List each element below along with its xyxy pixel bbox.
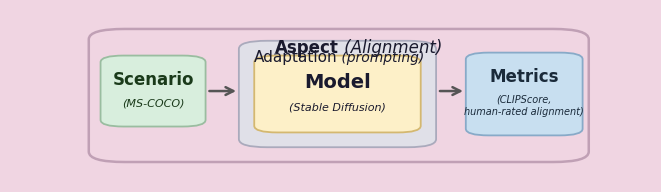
Text: (prompting): (prompting) [338, 51, 425, 65]
Text: (CLIPScore,
human-rated alignment): (CLIPScore, human-rated alignment) [464, 94, 584, 118]
Text: Adaptation: Adaptation [254, 50, 338, 65]
Text: (MS-COCO): (MS-COCO) [122, 99, 184, 109]
FancyBboxPatch shape [466, 53, 582, 135]
Text: (Stable Diffusion): (Stable Diffusion) [289, 102, 386, 112]
FancyBboxPatch shape [239, 41, 436, 147]
Text: Metrics: Metrics [489, 68, 559, 86]
Text: Aspect: Aspect [275, 39, 338, 57]
Text: Model: Model [304, 73, 371, 92]
FancyBboxPatch shape [89, 29, 589, 162]
Text: Scenario: Scenario [112, 71, 194, 89]
FancyBboxPatch shape [100, 55, 206, 127]
FancyBboxPatch shape [254, 55, 420, 132]
Text: (Alignment): (Alignment) [338, 39, 442, 57]
